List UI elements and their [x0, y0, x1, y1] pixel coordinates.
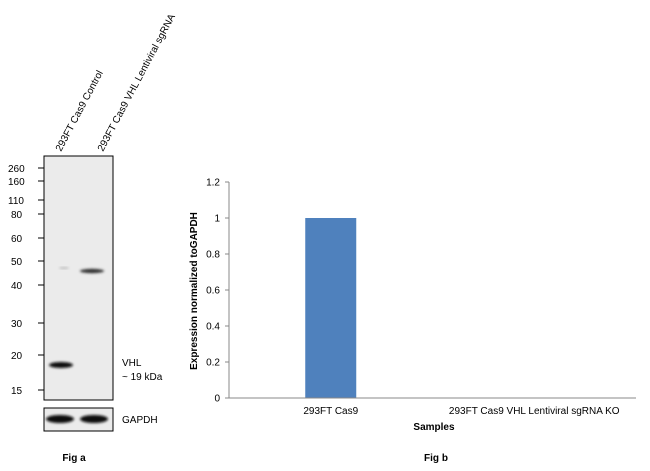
- x-tick-label: 293FT Cas9 VHL Lentiviral sgRNA KO: [449, 406, 620, 417]
- bar-series: [305, 218, 357, 398]
- lane-label-vhl-sgrna: 293FT Cas9 VHL Lentiviral sgRNA: [96, 12, 178, 153]
- vhl-band-label: VHL: [122, 358, 142, 369]
- y-tick-label: 0.2: [206, 358, 220, 369]
- y-axis-title: Expression normalized toGAPDH: [189, 212, 200, 370]
- ladder-label-40: 40: [11, 281, 23, 292]
- ladder-label-110: 110: [8, 196, 24, 207]
- gapdh-blot-strip: [43, 407, 114, 432]
- y-tick-label: 1.2: [206, 178, 220, 189]
- vhl-band-control: [49, 362, 73, 368]
- ladder-label-260: 260: [8, 164, 25, 175]
- y-axis-ticks: 0 0.2 0.4 0.6 0.8 1 1.2: [206, 178, 229, 405]
- ladder-label-20: 20: [11, 351, 23, 362]
- y-tick-label: 0: [214, 394, 220, 405]
- x-tick-label: 293FT Cas9: [303, 406, 358, 417]
- blot-membrane: [43, 155, 114, 401]
- ladder-label-160: 160: [8, 177, 25, 188]
- x-axis-title: Samples: [413, 422, 455, 433]
- ladder-label-15: 15: [11, 386, 23, 397]
- y-tick-label: 0.4: [206, 322, 220, 333]
- ladder-label-80: 80: [11, 210, 23, 221]
- gapdh-label: GAPDH: [122, 415, 158, 426]
- ladder-label-50: 50: [11, 257, 23, 268]
- bar-chart-panel: 0 0.2 0.4 0.6 0.8 1 1.2 293FT Cas9 293FT Cas9 V…: [189, 178, 636, 464]
- western-blot-panel: 293FT Cas9 Control 293FT Cas9 VHL Lentiv…: [8, 12, 178, 464]
- vhl-size-label: ~ 19 kDa: [122, 372, 163, 383]
- gapdh-band-sgrna: [80, 415, 108, 423]
- gapdh-band-control: [46, 415, 74, 423]
- faint-band-control: [59, 267, 69, 269]
- nonspecific-band-sgrna: [80, 268, 104, 274]
- y-tick-label: 0.8: [206, 250, 220, 261]
- ladder-label-30: 30: [11, 319, 23, 330]
- ladder-label-60: 60: [11, 234, 23, 245]
- y-tick-label: 1: [214, 214, 220, 225]
- fig-a-caption: Fig a: [62, 453, 86, 464]
- molecular-weight-ladder: 260 160 110 80 60 50 40 30 20 15: [8, 164, 44, 397]
- fig-b-caption: Fig b: [424, 453, 448, 464]
- bar-1: [305, 218, 357, 398]
- lane-label-control: 293FT Cas9 Control: [54, 69, 106, 154]
- y-tick-label: 0.6: [206, 286, 220, 297]
- x-axis-ticks: 293FT Cas9 293FT Cas9 VHL Lentiviral sgRN…: [303, 406, 619, 417]
